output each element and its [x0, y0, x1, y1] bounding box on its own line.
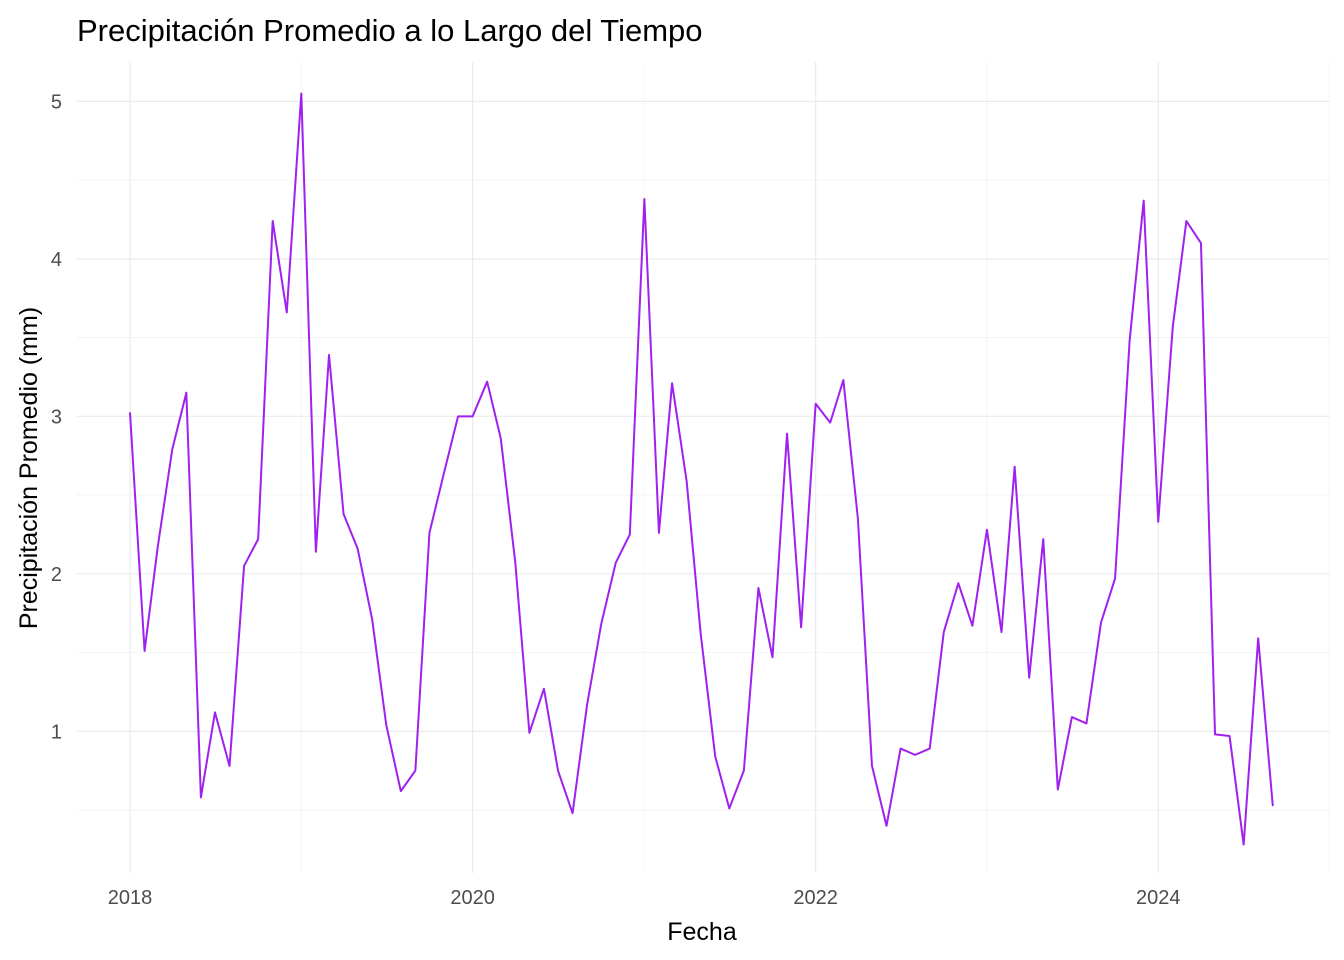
y-tick-label: 1 — [51, 721, 62, 743]
y-tick-label: 3 — [51, 406, 62, 428]
x-tick-label: 2022 — [793, 887, 838, 909]
y-tick-label: 5 — [51, 91, 62, 113]
x-tick-label: 2024 — [1136, 887, 1181, 909]
series-layer — [129, 92, 1274, 846]
x-axis-title: Fecha — [667, 918, 737, 946]
y-tick-label: 2 — [51, 564, 62, 586]
y-axis-ticks: 1 2 3 4 5 — [51, 91, 62, 743]
chart-title: Precipitación Promedio a lo Largo del Ti… — [77, 13, 703, 48]
series-line-precipitation — [129, 92, 1274, 846]
y-tick-label: 4 — [51, 249, 62, 271]
x-tick-label: 2018 — [108, 887, 153, 909]
y-axis-title: Precipitación Promedio (mm) — [15, 307, 43, 629]
x-tick-label: 2020 — [450, 887, 495, 909]
x-axis-ticks: 2018 2020 2022 2024 — [108, 887, 1181, 909]
grid — [77, 62, 1330, 873]
